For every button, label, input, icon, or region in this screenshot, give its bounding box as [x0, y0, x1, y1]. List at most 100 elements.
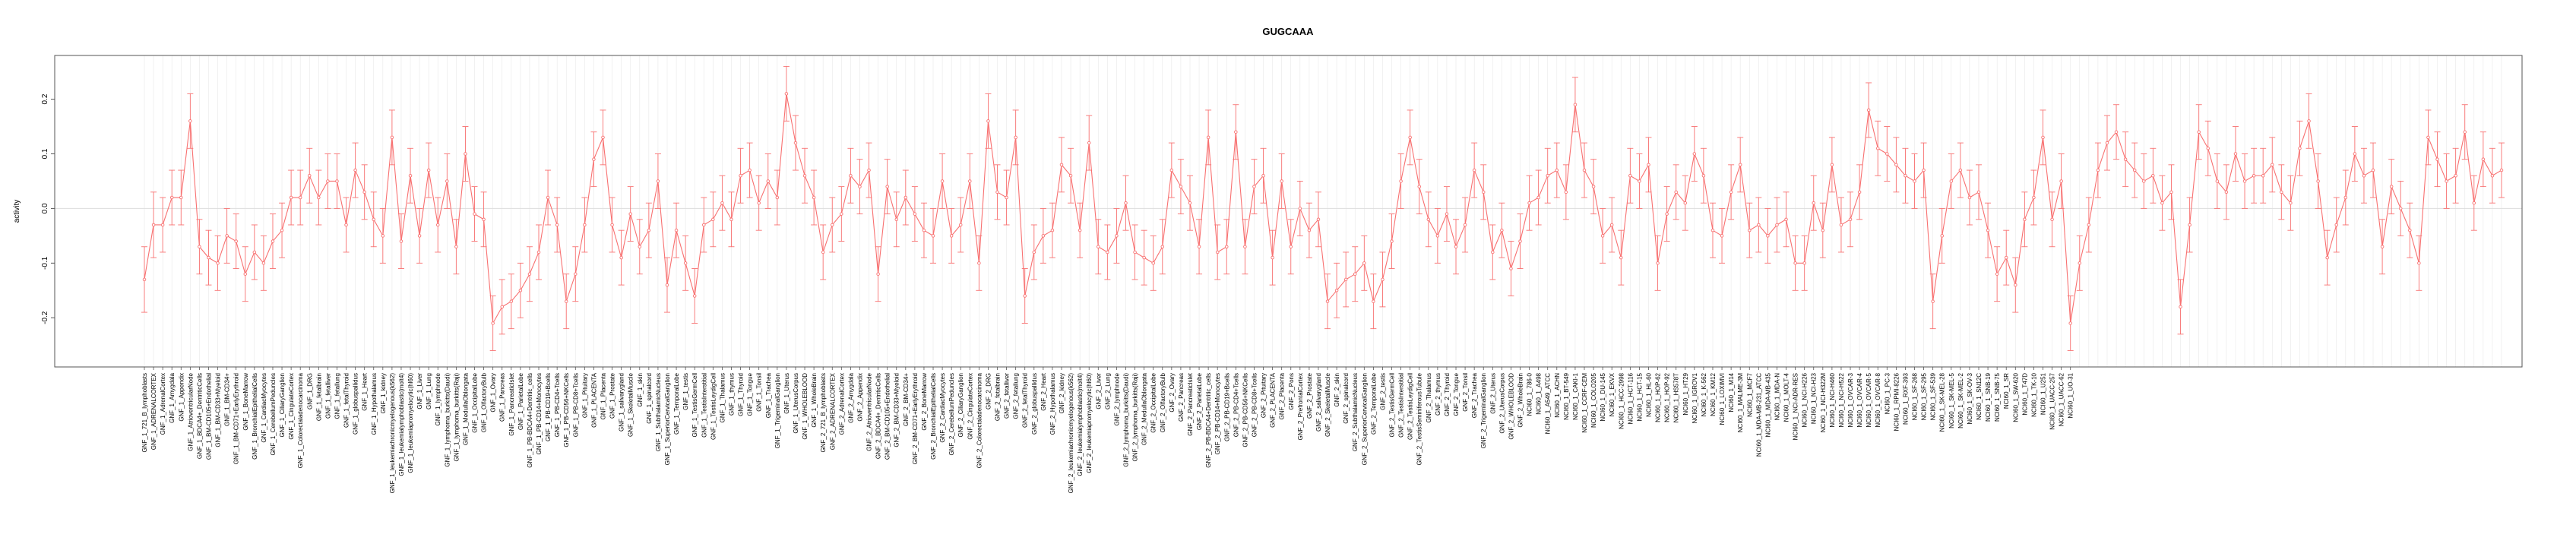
data-point: [445, 179, 449, 183]
x-tick-label: GNF_2_BM-CD34+: [903, 373, 910, 426]
y-tick-label: 0.2: [41, 93, 49, 104]
data-point: [958, 223, 963, 227]
data-point: [1343, 277, 1348, 282]
data-point: [1591, 185, 1596, 188]
data-point: [1353, 272, 1357, 276]
y-axis-label: activity: [13, 200, 21, 223]
data-point: [271, 239, 275, 243]
data-point: [1179, 185, 1183, 188]
x-tick-label: NCI60_1_SW-620: [2012, 372, 2019, 422]
x-tick-label: GNF_2_leukemiapromyelocytic(hl60): [1086, 373, 1093, 473]
data-point: [1619, 255, 1623, 260]
data-point: [995, 190, 999, 194]
x-tick-label: GNF_1_PB-CD56+NKCells: [563, 373, 570, 447]
data-point: [1435, 234, 1440, 238]
data-point: [169, 195, 174, 200]
x-tick-label: NCI60_1_SNB-19: [1985, 372, 1992, 422]
x-tick-label: NCI60_1_A498: [1536, 372, 1543, 414]
data-point: [2151, 173, 2155, 178]
data-point: [583, 223, 587, 227]
x-tick-label: GNF_2_Pancreas: [1178, 373, 1185, 422]
x-tick-label: GNF_2_Colorectaladenocarcinoma: [976, 372, 983, 468]
series-layer: [141, 65, 2505, 351]
data-point: [2463, 130, 2467, 134]
data-point: [977, 261, 981, 265]
data-point: [2004, 255, 2008, 260]
data-point: [1197, 245, 1201, 249]
x-tick-label: GNF_2_BronchialEpithelialCells: [930, 373, 937, 460]
x-tick-label: GNF_1_AtrioventricularNode: [187, 372, 194, 451]
x-tick-label: GNF_2_TestisLeydigCell: [1407, 373, 1414, 440]
data-point: [1426, 217, 1431, 222]
x-tick-label: GNF_2_CingulateCortex: [967, 373, 973, 440]
data-point: [1115, 234, 1119, 238]
data-point: [527, 272, 532, 276]
data-point: [2087, 223, 2091, 227]
x-tick-label: GNF_1_Prostate: [609, 372, 616, 419]
x-tick-label: GNF_1_TestisGermCell: [691, 373, 698, 438]
data-point: [711, 217, 715, 222]
data-point: [317, 195, 321, 200]
x-tick-label: GNF_2_Heart: [1040, 372, 1047, 411]
x-tick-label: NCI60_1_OVCAR-3: [1847, 372, 1854, 427]
data-point: [2188, 223, 2191, 227]
x-tick-label: GNF_1_PB-CD19+Bcells: [545, 373, 552, 441]
data-point: [536, 250, 541, 255]
data-point: [2371, 168, 2375, 172]
data-point: [2472, 201, 2476, 205]
data-point: [2435, 157, 2439, 161]
data-point: [1050, 228, 1055, 232]
data-point: [601, 135, 605, 140]
data-point: [1372, 299, 1375, 303]
data-point: [1463, 223, 1467, 227]
data-point: [1839, 223, 1843, 227]
x-tick-label: NCI60_1_HL-60: [1645, 372, 1652, 416]
x-tick-label: GNF_2_PB-BDCA4+Dentritic_cells: [1205, 373, 1212, 468]
x-tick-label: GNF_1_Pituitary: [581, 373, 588, 418]
data-point: [381, 234, 385, 238]
data-point: [1656, 261, 1660, 265]
x-tick-label: NCI60_1_DU-145: [1600, 372, 1606, 421]
data-point: [656, 179, 660, 183]
data-point: [702, 223, 706, 227]
data-point: [308, 173, 312, 178]
x-tick-label: GNF_2_Placenta: [1279, 372, 1286, 419]
data-point: [1481, 190, 1486, 194]
data-point: [399, 239, 403, 243]
data-point: [2160, 201, 2164, 205]
data-point: [1775, 223, 1779, 227]
x-tick-label: GNF_2_globuspallidus: [1031, 373, 1038, 435]
data-point: [831, 223, 834, 227]
data-point: [2343, 195, 2348, 200]
data-point: [298, 195, 302, 200]
data-point: [2068, 321, 2072, 325]
x-tick-label: NCI60_1_SK-MEL-5: [1948, 372, 1955, 428]
data-point: [1215, 250, 1220, 255]
x-tick-label: GNF_2_CiliaryGanglion: [957, 373, 964, 437]
x-tick-label: GNF_2_Ovary: [1169, 373, 1176, 413]
data-point: [1683, 201, 1688, 205]
x-tick-label: GNF_1_AdrenalCortex: [160, 373, 166, 435]
x-tick-label: GNF_1_TestisInterstitial: [701, 373, 707, 438]
data-point: [2132, 168, 2137, 172]
data-point: [2169, 190, 2173, 194]
data-point: [1976, 190, 1981, 194]
data-point: [1638, 179, 1641, 183]
x-tick-label: GNF_1_leukemiachronicmyelogenous(k562): [389, 373, 396, 494]
data-point: [1133, 250, 1137, 255]
x-tick-label: GNF_1_BM-CD34+: [224, 373, 231, 426]
data-point: [344, 223, 348, 227]
data-point: [1234, 130, 1238, 134]
data-point: [812, 195, 816, 200]
x-tick-label: GNF_2_Pons: [1288, 373, 1295, 409]
data-point: [2242, 179, 2247, 183]
data-point: [207, 255, 210, 260]
data-point: [1647, 163, 1650, 167]
data-point: [922, 228, 926, 232]
data-point: [1417, 185, 1421, 188]
x-tick-label: GNF_2_TrigeminalGanglion: [1480, 373, 1487, 448]
x-tick-label: NCI60_1_M14: [1728, 372, 1735, 412]
x-tick-label: GNF_1_Amygdala: [169, 372, 176, 422]
data-point: [610, 223, 614, 227]
x-tick-label: GNF_2_Thyroid: [1444, 373, 1451, 416]
